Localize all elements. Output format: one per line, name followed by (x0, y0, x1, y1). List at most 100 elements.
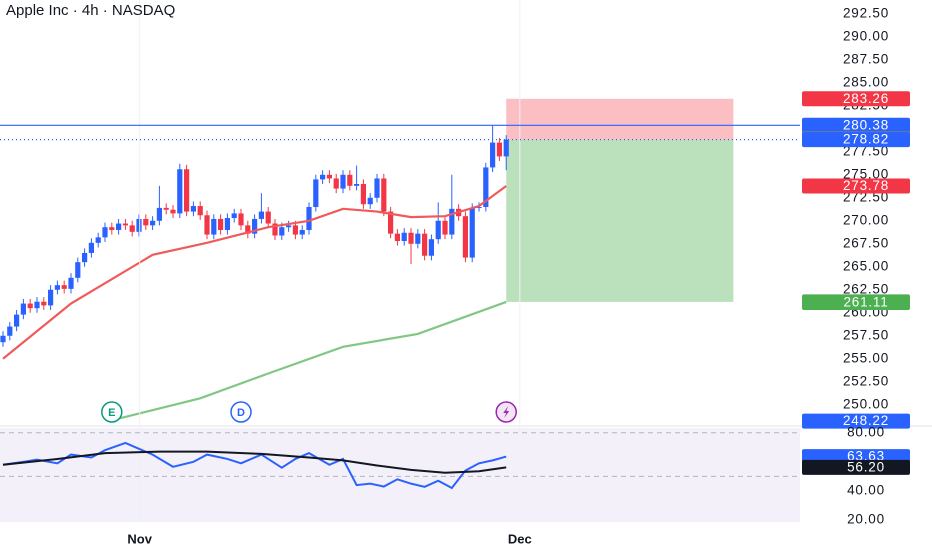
candle-body (428, 239, 435, 256)
indicator-line (118, 300, 507, 420)
candle-body (388, 211, 394, 234)
candle-body (462, 216, 469, 258)
candle-body (231, 213, 237, 219)
candle-body (381, 178, 387, 212)
y-tick-label: 20.00 (847, 512, 885, 527)
y-tick-label: 265.00 (843, 258, 889, 273)
candle-body (81, 252, 88, 263)
price-tag-label: 56.20 (847, 459, 885, 474)
candle-body (13, 314, 20, 327)
candle-body (61, 285, 67, 289)
candle-body (190, 206, 197, 212)
candle-body (238, 213, 244, 226)
candle-body (156, 207, 163, 221)
price-tag-label: 278.82 (843, 132, 889, 147)
candle-body (490, 142, 496, 168)
candle-body (496, 142, 503, 157)
candle-body (286, 225, 292, 228)
y-tick-label: 287.50 (843, 51, 889, 66)
candle-body (435, 220, 441, 240)
x-tick-label: Dec (508, 531, 532, 546)
candle-body (197, 206, 203, 216)
price-tag (802, 91, 910, 107)
candle-body (170, 209, 176, 214)
price-tag-label: 280.38 (843, 117, 889, 132)
candle-body (245, 225, 251, 234)
candle-body (469, 207, 475, 258)
candle-body (422, 233, 428, 256)
candle-body (415, 233, 421, 244)
event-label: D (237, 407, 245, 419)
y-tick-label: 292.50 (843, 5, 889, 20)
candle-body (102, 227, 108, 238)
candle-body (129, 225, 135, 232)
event-label: E (108, 407, 115, 419)
candle-body (340, 174, 346, 189)
y-tick-label: 40.00 (847, 482, 885, 497)
candle-body (320, 174, 326, 180)
y-tick-label: 267.50 (843, 235, 889, 250)
price-tag (802, 295, 910, 311)
candle-body (306, 206, 312, 230)
candle-body (442, 220, 448, 235)
candle-body (354, 183, 360, 186)
candle-body (374, 178, 380, 198)
candle-body (0, 335, 6, 343)
candle-body (75, 262, 81, 278)
candle-body (401, 232, 407, 242)
candle-body (333, 178, 339, 189)
y-tick-label: 250.00 (843, 396, 889, 411)
event-marker (230, 401, 252, 423)
candle-body (88, 242, 94, 253)
indicator-line (2, 185, 507, 360)
candle-body (367, 197, 373, 205)
pane (0, 98, 734, 420)
candle-body (258, 211, 265, 219)
candle-body (476, 206, 482, 208)
y-tick-label: 275.00 (843, 166, 889, 181)
candle-body (279, 227, 285, 236)
candle-body (272, 223, 278, 236)
price-tag (802, 413, 910, 429)
price-tag (802, 178, 910, 194)
candle-body (143, 218, 149, 226)
candle-body (347, 174, 353, 186)
y-tick-label: 290.00 (843, 28, 889, 43)
candle-body (34, 301, 40, 309)
candle-body (109, 227, 115, 230)
candle-body (313, 179, 319, 207)
indicator-line (2, 450, 507, 474)
candle-body (265, 211, 271, 224)
candle-body (20, 303, 26, 315)
price-tag-label: 283.26 (843, 91, 889, 106)
price-tag-label: 273.78 (843, 178, 889, 193)
candle-body (136, 218, 142, 232)
candle-body (224, 218, 231, 230)
event-marker (101, 401, 123, 423)
y-tick-label: 255.00 (843, 350, 889, 365)
stop-zone (506, 98, 734, 140)
candle-body (408, 232, 414, 244)
candle-body (218, 218, 224, 230)
candle-body (252, 218, 258, 234)
candle-body (360, 183, 367, 205)
candle-body (122, 223, 128, 226)
y-tick-label: 252.50 (843, 373, 889, 388)
candle-body (177, 169, 183, 214)
candle-body (47, 289, 54, 306)
price-tag (802, 132, 910, 148)
price-tag (802, 117, 910, 133)
candle-body (27, 303, 33, 309)
candle-body (95, 237, 101, 243)
candle-body (54, 285, 60, 290)
candle-body (211, 218, 217, 235)
y-tick-label: 257.50 (843, 327, 889, 342)
candle-body (326, 174, 333, 179)
x-tick-label: Nov (127, 531, 152, 546)
candle-body (163, 207, 169, 210)
candle-body (483, 167, 489, 207)
candle-body (7, 326, 13, 336)
price-tag-label: 261.11 (843, 295, 888, 310)
candle-body (503, 139, 509, 157)
